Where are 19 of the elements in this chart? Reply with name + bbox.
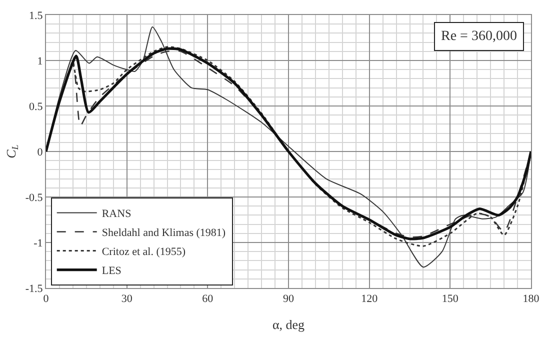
x-tick-label: 180 bbox=[522, 293, 540, 306]
y-tick-label: -1 bbox=[34, 237, 43, 250]
y-tick-label: 1.5 bbox=[29, 10, 44, 22]
x-axis-title: α, deg bbox=[272, 316, 306, 332]
legend-label: Sheldahl and Klimas (1981) bbox=[102, 227, 226, 240]
legend-label: RANS bbox=[102, 208, 132, 220]
y-tick-label: -0.5 bbox=[25, 192, 44, 204]
x-tick-label: 60 bbox=[202, 293, 214, 306]
y-tick-label: 0 bbox=[37, 146, 44, 158]
legend-label: Critoz et al. (1955) bbox=[102, 246, 186, 258]
x-tick-label: 30 bbox=[121, 293, 133, 306]
y-tick-label: 1 bbox=[37, 55, 43, 68]
x-tick-label: 90 bbox=[283, 293, 294, 306]
legend-label: LES bbox=[102, 265, 122, 278]
y-tick-label: 0.5 bbox=[29, 100, 44, 113]
annotation: Re = 360,000 bbox=[441, 29, 517, 44]
x-tick-label: 150 bbox=[442, 293, 459, 306]
y-tick-label: -1.5 bbox=[25, 282, 44, 295]
x-tick-label: 120 bbox=[361, 293, 378, 306]
